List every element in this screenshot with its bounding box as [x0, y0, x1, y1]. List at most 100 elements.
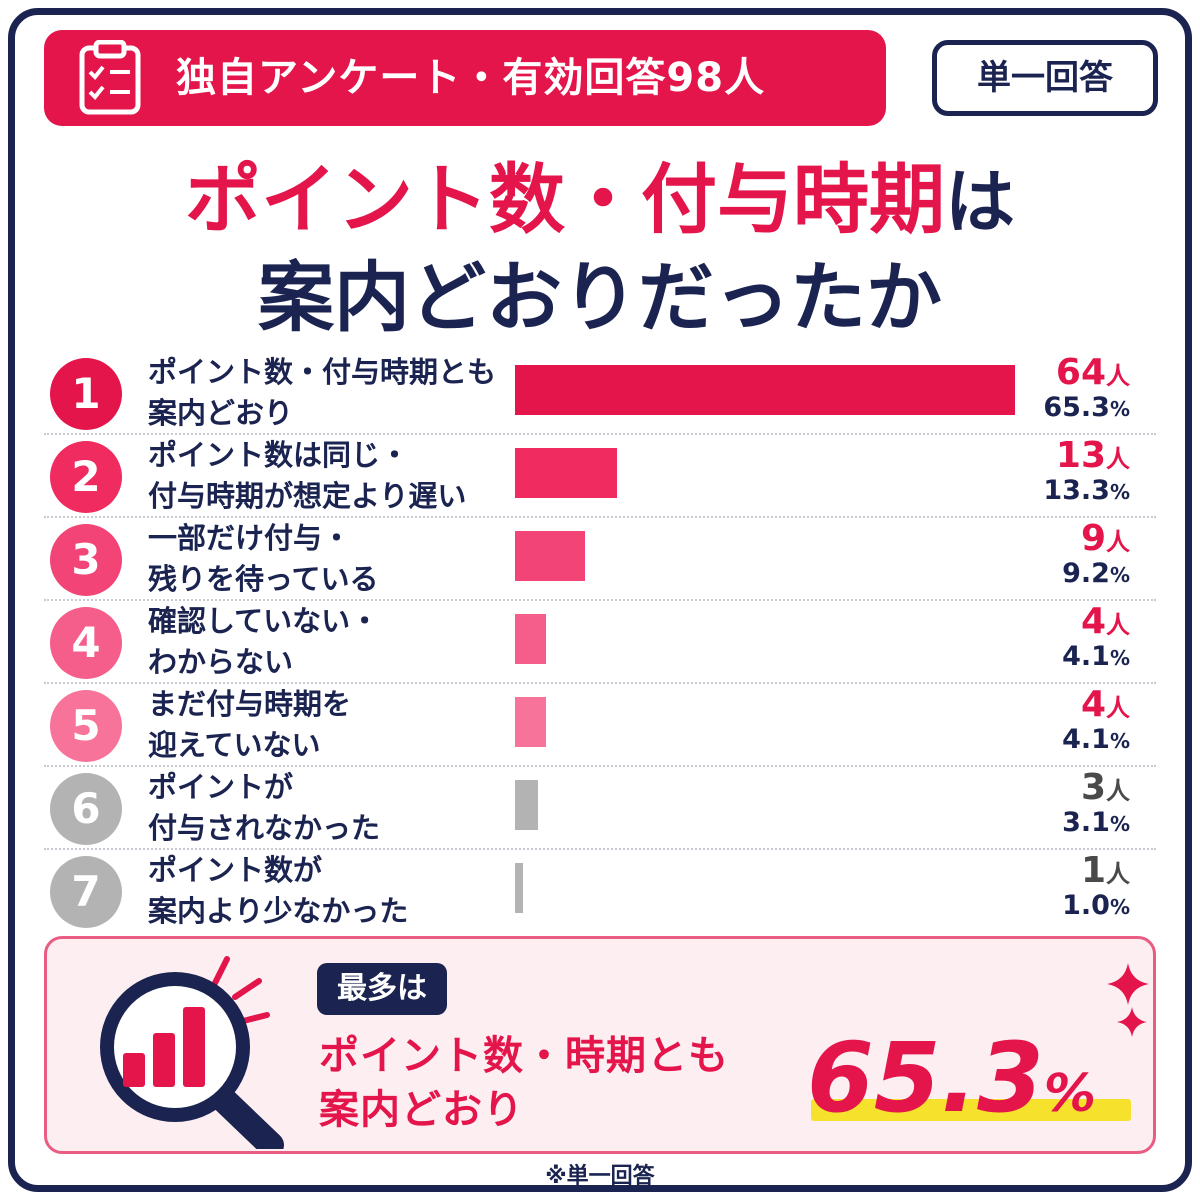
count-unit: 人	[1106, 362, 1130, 390]
category-label: 一部だけ付与・ 残りを待っている	[148, 518, 518, 600]
count-unit: 人	[1106, 777, 1130, 805]
survey-badge: 独自アンケート・有効回答98人	[44, 30, 886, 126]
title-highlight: ポイント数・付与時期	[185, 155, 945, 244]
category-label: ポイント数は同じ・付与時期が想定より遅い	[148, 435, 518, 517]
bar	[515, 780, 539, 830]
count-label: 1人	[1081, 850, 1130, 891]
percentage-unit: %	[1109, 646, 1130, 670]
percentage-value: 4.1	[1062, 641, 1110, 672]
count-value: 4	[1080, 684, 1106, 725]
clipboard-checklist-icon	[79, 40, 141, 115]
category-label-line2: 残りを待っている	[148, 562, 379, 596]
percentage-label: 3.1%	[1062, 807, 1130, 838]
highlight-underline	[811, 1099, 1131, 1121]
chart-row: 2 ポイント数は同じ・付与時期が想定より遅い 13人 13.3%	[44, 435, 1156, 518]
count-value: 13	[1055, 435, 1106, 476]
percentage-unit: %	[1109, 895, 1130, 919]
chart-row: 1 ポイント数・付与時期とも 案内どおり 64人 65.3%	[44, 352, 1156, 435]
chart-row: 4 確認していない・ わからない 4人 4.1%	[44, 601, 1156, 684]
magnifier-chart-icon	[100, 956, 284, 1149]
percentage-value: 1.0	[1062, 890, 1110, 921]
percentage-unit: %	[1109, 812, 1130, 836]
percentage-label: 4.1%	[1062, 641, 1130, 672]
survey-label: 独自アンケート・有効回答98人	[176, 55, 766, 101]
category-label: ポイント数・付与時期とも 案内どおり	[148, 352, 518, 434]
rank-badge: 7	[50, 856, 122, 928]
category-label-line2: 付与時期が想定より遅い	[148, 479, 467, 513]
count-unit: 人	[1106, 611, 1130, 639]
category-label-line1: ポイント数・付与時期とも	[148, 355, 497, 389]
bar	[515, 531, 586, 581]
count-label: 4人	[1081, 601, 1130, 642]
category-label-line2: 案内より少なかった	[148, 894, 409, 928]
percentage-unit: %	[1109, 397, 1130, 421]
category-label-line1: 確認していない・	[148, 604, 380, 638]
bar	[515, 614, 547, 664]
chart-row: 6 ポイントが付与されなかった 3人 3.1%	[44, 767, 1156, 850]
percentage-label: 9.2%	[1062, 558, 1130, 589]
count-label: 64人	[1056, 352, 1130, 393]
most-badge: 最多は	[317, 963, 447, 1015]
bar	[515, 365, 1015, 415]
chart-title-line2: 案内どおりだったか	[258, 253, 942, 342]
percentage-label: 1.0%	[1062, 890, 1130, 921]
count-unit: 人	[1106, 445, 1130, 473]
percentage-unit: %	[1109, 563, 1130, 587]
percentage-label: 13.3%	[1043, 475, 1130, 506]
category-label-line1: 一部だけ付与・	[148, 521, 352, 555]
percentage-value: 9.2	[1062, 558, 1110, 589]
percentage-label: 65.3%	[1043, 392, 1130, 423]
count-unit: 人	[1106, 860, 1130, 888]
category-label-line2: 迎えていない	[148, 728, 321, 762]
category-label-line2: 付与されなかった	[148, 811, 381, 845]
percentage-unit: %	[1109, 729, 1130, 753]
summary-percentage: 65.3%	[807, 1023, 1137, 1133]
count-unit: 人	[1106, 528, 1130, 556]
category-label: ポイントが付与されなかった	[148, 767, 518, 849]
count-label: 9人	[1081, 518, 1130, 559]
category-label-line1: ポイント数が	[148, 853, 323, 887]
percentage-value: 65.3	[1043, 392, 1110, 423]
summary-label: ポイント数・時期とも 案内どおり	[319, 1029, 729, 1137]
category-label: 確認していない・ わからない	[148, 601, 518, 683]
percentage-unit: %	[1109, 480, 1130, 504]
count-label: 3人	[1081, 767, 1130, 808]
count-value: 9	[1080, 518, 1106, 559]
sparkle-icon	[1107, 963, 1149, 1005]
category-label-line1: ポイント数は同じ・	[148, 438, 410, 472]
percentage-value: 4.1	[1062, 724, 1110, 755]
chart-title-line1: ポイント数・付与時期は	[0, 150, 1200, 252]
category-label-line1: ポイントが	[148, 770, 294, 804]
percentage-label: 4.1%	[1062, 724, 1130, 755]
answer-type-badge: 単一回答	[932, 40, 1158, 116]
bar	[515, 697, 547, 747]
count-value: 4	[1080, 601, 1106, 642]
count-unit: 人	[1106, 694, 1130, 722]
bar	[515, 863, 523, 913]
bar	[515, 448, 617, 498]
category-label-line2: わからない	[148, 645, 294, 679]
category-label: ポイント数が案内より少なかった	[148, 850, 518, 932]
percentage-value: 13.3	[1043, 475, 1110, 506]
rank-badge: 6	[50, 773, 122, 845]
count-label: 4人	[1081, 684, 1130, 725]
rank-badge: 4	[50, 607, 122, 679]
rank-badge: 3	[50, 524, 122, 596]
count-value: 1	[1080, 850, 1106, 891]
rank-badge: 2	[50, 441, 122, 513]
count-value: 3	[1080, 767, 1106, 808]
rank-badge: 1	[50, 358, 122, 430]
sparkle-small-icon	[1117, 1007, 1147, 1037]
chart-row: 5 まだ付与時期を 迎えていない 4人 4.1%	[44, 684, 1156, 767]
chart-row: 7 ポイント数が案内より少なかった 1人 1.0%	[44, 850, 1156, 933]
summary-box: 最多は ポイント数・時期とも 案内どおり 65.3%	[44, 936, 1156, 1154]
count-label: 13人	[1056, 435, 1130, 476]
count-value: 64	[1055, 352, 1106, 393]
category-label-line2: 案内どおり	[148, 396, 294, 430]
category-label-line1: まだ付与時期を	[148, 687, 352, 721]
title-particle: は	[945, 161, 1015, 243]
summary-value-unit: %	[1043, 1064, 1096, 1124]
summary-value: 65.3%	[807, 1023, 1096, 1149]
summary-label-line1: ポイント数・時期とも	[319, 1033, 729, 1079]
chart-row: 3 一部だけ付与・ 残りを待っている 9人 9.2%	[44, 518, 1156, 601]
